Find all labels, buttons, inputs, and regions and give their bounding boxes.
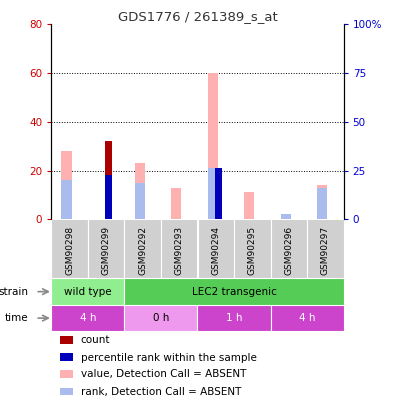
Bar [208, 73, 218, 219]
Bar [51, 278, 124, 305]
Bar [198, 305, 271, 331]
Text: 4 h: 4 h [80, 313, 96, 323]
Text: count: count [81, 335, 110, 345]
Bar [234, 219, 271, 278]
Bar [307, 219, 344, 278]
Text: GSM90297: GSM90297 [321, 226, 330, 275]
Bar [161, 219, 198, 278]
Text: GSM90298: GSM90298 [65, 226, 74, 275]
Text: percentile rank within the sample: percentile rank within the sample [81, 352, 256, 362]
Title: GDS1776 / 261389_s_at: GDS1776 / 261389_s_at [118, 10, 277, 23]
Bar [124, 219, 161, 278]
Text: value, Detection Call = ABSENT: value, Detection Call = ABSENT [81, 369, 246, 379]
Bar [60, 388, 73, 395]
Bar [105, 175, 112, 219]
Text: GSM90296: GSM90296 [284, 226, 293, 275]
Text: rank, Detection Call = ABSENT: rank, Detection Call = ABSENT [81, 387, 241, 396]
Bar [51, 219, 88, 278]
Bar [60, 354, 73, 361]
Bar [171, 188, 181, 219]
Bar [135, 183, 145, 219]
Bar [62, 180, 71, 219]
Bar [244, 192, 254, 219]
Bar [198, 219, 234, 278]
Bar [271, 219, 307, 278]
Bar [135, 163, 145, 219]
Bar [60, 370, 73, 378]
Text: GSM90299: GSM90299 [102, 226, 111, 275]
Text: 1 h: 1 h [226, 313, 242, 323]
Text: LEC2 transgenic: LEC2 transgenic [192, 287, 276, 296]
Bar [124, 278, 344, 305]
Text: strain: strain [0, 287, 28, 296]
Bar [271, 305, 344, 331]
Bar [62, 151, 71, 219]
Text: time: time [4, 313, 28, 323]
Text: GSM90294: GSM90294 [211, 226, 220, 275]
Text: wild type: wild type [64, 287, 112, 296]
Text: GSM90293: GSM90293 [175, 226, 184, 275]
Bar [124, 305, 198, 331]
Bar [208, 168, 218, 219]
Bar [215, 168, 222, 219]
Bar [105, 141, 112, 219]
Text: GSM90295: GSM90295 [248, 226, 257, 275]
Bar [60, 336, 73, 344]
Bar [317, 185, 327, 219]
Bar [88, 219, 124, 278]
Text: 0 h: 0 h [153, 313, 169, 323]
Bar [281, 214, 291, 219]
Text: 4 h: 4 h [299, 313, 315, 323]
Bar [317, 188, 327, 219]
Bar [51, 305, 124, 331]
Text: GSM90292: GSM90292 [138, 226, 147, 275]
